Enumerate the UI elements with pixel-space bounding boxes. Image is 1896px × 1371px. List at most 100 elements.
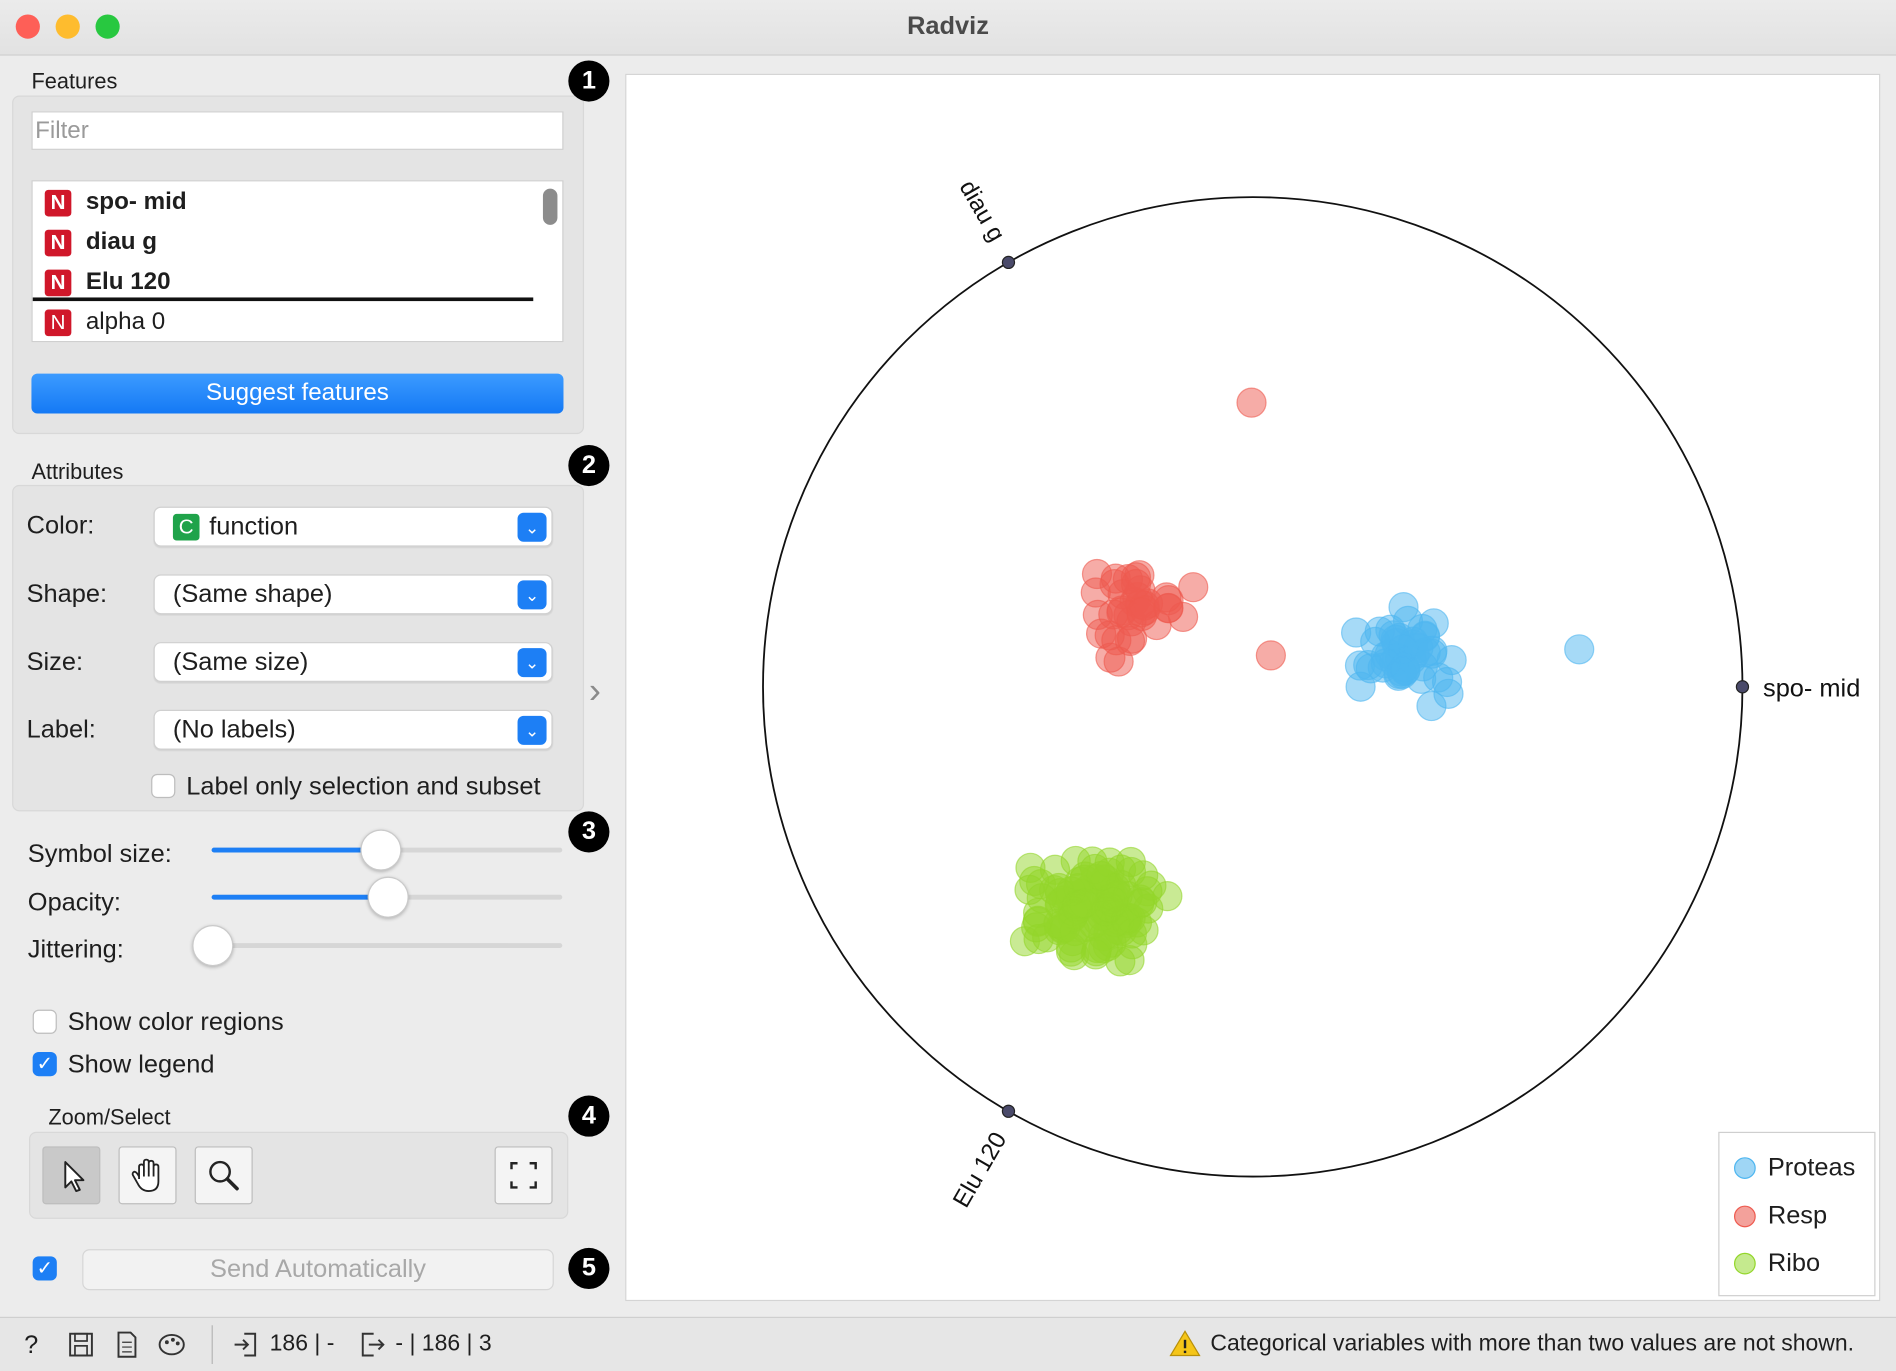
numeric-variable-icon: N [44,229,72,256]
badge-3: 3 [568,811,610,853]
anchor-spo-mid [1735,680,1750,694]
opacity-handle[interactable] [367,876,409,918]
color-select[interactable]: C function ⌄ [153,506,553,547]
zoom-to-fit-button[interactable] [494,1146,553,1205]
data-point [1126,597,1157,628]
legend-swatch-icon [1733,1252,1756,1275]
data-point [1120,568,1152,600]
badge-2: 2 [568,444,610,487]
chevron-down-icon: ⌄ [517,512,547,542]
chevron-down-icon: ⌄ [517,648,547,678]
list-item[interactable]: N diau g [44,222,158,262]
opacity-label: Opacity: [27,888,121,917]
chevron-down-icon: ⌄ [517,715,547,745]
anchor-label-elu-120: Elu 120 [948,1128,1012,1213]
data-point [1026,883,1057,914]
zoom-window-button[interactable] [95,14,120,39]
label-select[interactable]: (No labels) ⌄ [153,709,553,750]
attributes-group-label: Attributes [31,459,124,484]
radviz-canvas[interactable]: spo- mid diau g Elu 120 [626,75,1879,1300]
jittering-handle[interactable] [192,925,234,967]
legend: Proteas Resp Ribo [1718,1131,1876,1297]
save-icon[interactable] [67,1330,96,1359]
help-icon[interactable]: ? [24,1331,39,1360]
label-only-selection-checkbox[interactable] [151,773,176,799]
feature-label: spo- mid [85,188,187,216]
data-point [1086,860,1117,892]
collapse-panel-icon[interactable]: › [588,671,601,712]
data-point [1114,944,1145,976]
legend-item: Proteas [1733,1154,1855,1183]
data-point [1128,915,1159,946]
legend-label: Resp [1767,1201,1828,1230]
close-window-button[interactable] [15,14,40,39]
fit-icon [510,1162,537,1189]
anchor-diau-g [1001,255,1016,270]
data-point [1080,577,1111,608]
list-scrollbar[interactable] [542,188,558,225]
opacity-slider[interactable] [211,876,563,918]
list-item[interactable]: N spo- mid [44,183,187,223]
radviz-plot[interactable]: spo- mid diau g Elu 120 Proteas Resp Rib… [625,73,1881,1302]
status-bar: ? 186 | - - | 186 | 3 Categorical variab… [0,1316,1896,1371]
numeric-variable-icon: N [44,269,72,296]
symbol-size-handle[interactable] [360,829,402,871]
size-select[interactable]: (Same size) ⌄ [153,642,553,682]
hand-icon [131,1158,160,1192]
shape-value: (Same shape) [172,579,333,608]
badge-5: 5 [568,1247,610,1290]
feature-list[interactable]: N spo- mid N diau g N Elu 120 N alpha 0 [31,180,564,343]
opacity-fill [211,894,387,900]
zoom-tool-button[interactable] [194,1146,253,1205]
feature-label: diau g [85,228,158,256]
data-point [1345,671,1376,702]
data-point [1116,623,1148,654]
size-label: Size: [26,648,84,676]
color-label: Color: [26,511,95,540]
feature-label: alpha 0 [85,308,166,335]
send-automatically-button[interactable]: Send Automatically [82,1249,554,1291]
palette-icon[interactable] [157,1330,188,1359]
anchor-label-diau-g: diau g [954,176,1010,247]
legend-item: Resp [1733,1201,1828,1231]
label-label: Label: [26,715,96,744]
input-icon [234,1332,257,1357]
list-item[interactable]: N Elu 120 [44,262,171,302]
symbol-size-fill [211,847,380,853]
data-point [1068,888,1100,919]
select-tool-button[interactable] [42,1146,101,1205]
show-color-regions-checkbox[interactable] [32,1009,57,1034]
jittering-slider[interactable] [192,925,563,967]
suggest-features-button[interactable]: Suggest features [31,373,564,414]
pan-tool-button[interactable] [118,1146,177,1205]
legend-item: Ribo [1733,1249,1820,1278]
feature-filter-input[interactable]: Filter [31,111,564,150]
report-icon[interactable] [114,1330,141,1359]
output-summary: - | 186 | 3 [395,1331,492,1357]
feature-label: Elu 120 [85,268,171,296]
data-point [1152,881,1183,912]
label-only-selection-label: Label only selection and subset [186,772,541,801]
minimize-window-button[interactable] [55,14,80,39]
radviz-circle [762,196,1744,1178]
status-divider [211,1325,213,1364]
symbol-size-label: Symbol size: [27,840,172,869]
data-point [1389,652,1420,683]
input-summary: 186 | - [269,1331,335,1357]
shape-select[interactable]: (Same shape) ⌄ [153,574,553,615]
color-value: function [209,512,299,540]
features-group-label: Features [31,68,118,94]
symbol-size-slider[interactable] [211,829,563,871]
show-legend-checkbox[interactable]: ✓ [32,1052,57,1077]
data-point [1115,846,1146,878]
output-icon [361,1332,385,1357]
warning-message: Categorical variables with more than two… [1210,1331,1855,1357]
send-automatically-checkbox[interactable]: ✓ [32,1256,57,1281]
list-item[interactable]: N alpha 0 [44,302,166,341]
badge-1: 1 [568,60,610,102]
data-point [1151,582,1182,613]
data-point [1255,640,1286,671]
data-point [1178,572,1209,603]
show-legend-label: Show legend [67,1050,215,1079]
data-point [1431,666,1463,698]
